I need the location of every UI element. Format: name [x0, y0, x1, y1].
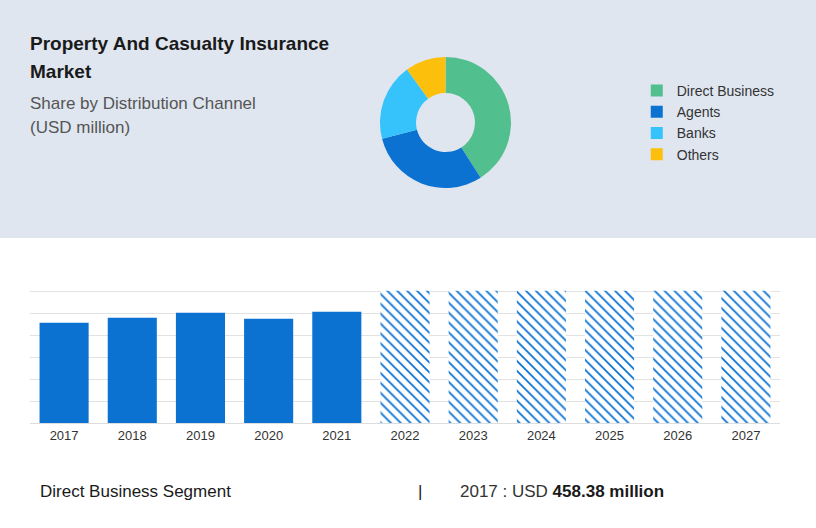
svg-text:2022: 2022: [391, 428, 420, 443]
svg-text:2020: 2020: [254, 428, 283, 443]
svg-text:2027: 2027: [731, 428, 760, 443]
html-text:Direct Business Segment: Direct Business Segment: [40, 482, 231, 501]
svg-text:2024: 2024: [527, 428, 556, 443]
svg-text:2021: 2021: [322, 428, 351, 443]
svg-text:Agents: Agents: [677, 104, 721, 120]
svg-text:Others: Others: [677, 147, 719, 163]
svg-text:2017: 2017: [50, 428, 79, 443]
html-text:2017 : USD 458.38 million: 2017 : USD 458.38 million: [460, 482, 665, 501]
svg-text:2025: 2025: [595, 428, 624, 443]
svg-text:2026: 2026: [663, 428, 692, 443]
svg-text:Direct Business: Direct Business: [677, 83, 774, 99]
svg-text:2019: 2019: [186, 428, 215, 443]
svg-text:Banks: Banks: [677, 125, 716, 141]
svg-text:2023: 2023: [459, 428, 488, 443]
html-text:Property And Casualty Insuranc: Property And Casualty Insurance Market: [30, 33, 330, 82]
html-text:Share by Distribution Channel: Share by Distribution Channel (USD milli…: [30, 94, 256, 137]
svg-text:2018: 2018: [118, 428, 147, 443]
